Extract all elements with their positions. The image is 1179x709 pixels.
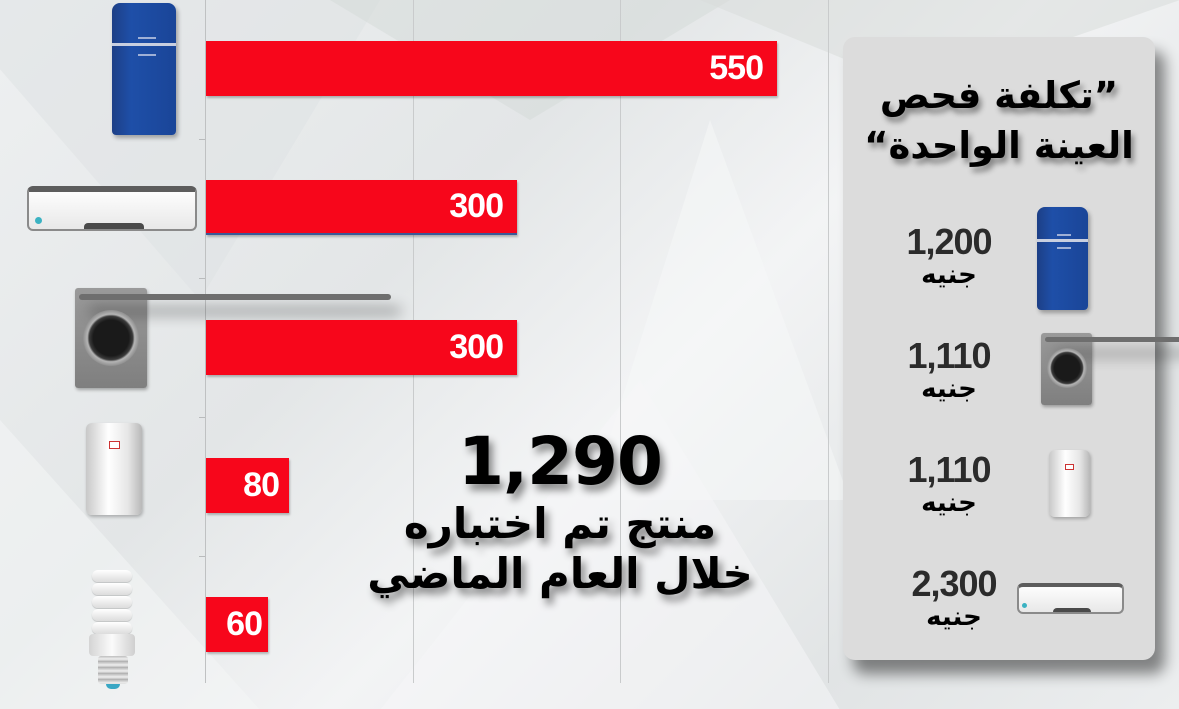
total-tested-number: 1,290 <box>458 423 663 500</box>
bar-refrigerator: 550 <box>206 41 777 96</box>
air-conditioner-icon <box>27 186 197 231</box>
water-heater-icon <box>1049 450 1090 517</box>
cost-panel-title-line-2: العينة الواحدة“ <box>864 124 1134 167</box>
cost-item-air-conditioner: 2,300 جنيه <box>889 563 1019 632</box>
cost-panel-title-line-1: ”تكلفة فحص <box>879 74 1119 117</box>
gridline <box>620 0 621 683</box>
bar-water-heater: 80 <box>206 458 289 513</box>
light-bulb-icon <box>89 570 135 690</box>
bar-light-bulb: 60 <box>206 597 268 652</box>
cost-item-washing-machine: 1,110 جنيه <box>889 335 1009 404</box>
summary-line-1: منتج تم اختباره <box>403 499 717 548</box>
water-heater-icon <box>86 423 142 515</box>
cost-unit: جنيه <box>921 488 977 518</box>
washing-machine-icon <box>75 288 391 388</box>
cost-item-water-heater: 1,110 جنيه <box>889 449 1009 518</box>
bar-value-label: 300 <box>449 187 504 225</box>
total-tested-summary: 1,290 منتج تم اختباره خلال العام الماضي <box>320 425 800 599</box>
axis-tick <box>199 139 205 140</box>
cost-unit: جنيه <box>921 374 977 404</box>
axis-tick <box>199 556 205 557</box>
bar-value-label: 80 <box>243 466 280 504</box>
bar-value-label: 550 <box>709 49 764 87</box>
axis-tick <box>199 417 205 418</box>
axis-tick <box>199 278 205 279</box>
cost-unit: جنيه <box>926 602 982 632</box>
cost-value: 1,110 <box>907 335 991 376</box>
y-axis <box>205 0 206 683</box>
refrigerator-icon <box>1037 207 1088 310</box>
cost-panel-title: ”تكلفة فحص العينة الواحدة“ <box>843 71 1155 171</box>
refrigerator-icon <box>112 3 176 135</box>
cost-item-refrigerator: 1,200 جنيه <box>889 221 1009 290</box>
cost-value: 1,200 <box>906 221 992 262</box>
cost-value: 2,300 <box>911 563 997 604</box>
background-facet <box>380 380 840 709</box>
gridline <box>828 0 829 683</box>
washing-machine-icon <box>1041 333 1179 405</box>
bar-air-conditioner: 300 <box>206 180 517 235</box>
summary-line-2: خلال العام الماضي <box>367 549 753 598</box>
bar-value-label: 60 <box>226 605 263 643</box>
bar-washing-machine: 300 <box>206 320 517 375</box>
cost-panel: ”تكلفة فحص العينة الواحدة“ 1,200 جنيه 1,… <box>843 37 1179 660</box>
bar-value-label: 300 <box>449 328 504 366</box>
cost-unit: جنيه <box>921 260 977 290</box>
air-conditioner-icon <box>1017 583 1124 614</box>
cost-value: 1,110 <box>907 449 991 490</box>
